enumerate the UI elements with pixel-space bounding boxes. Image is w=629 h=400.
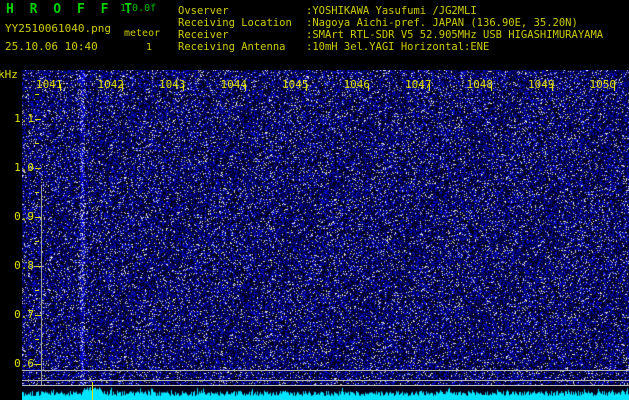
x-tick-label: 1045 — [282, 78, 309, 91]
x-tick — [552, 84, 553, 91]
y-tick-label: 0.7 — [14, 307, 34, 321]
x-tick — [121, 84, 123, 91]
y-tick-label: 0.6 — [14, 356, 34, 370]
x-tick — [613, 84, 615, 91]
x-tick-label: 1042 — [97, 78, 125, 91]
spectrogram-image — [22, 70, 629, 388]
y-tick-minor — [35, 192, 39, 194]
y-tick-major — [35, 167, 41, 169]
info-key: Receiving Antenna — [178, 41, 286, 53]
info-key: Receiving Location — [178, 17, 292, 29]
info-key: Receiver — [178, 29, 229, 41]
info-value: :YOSHIKAWA Yasufumi /JG2MLI — [306, 5, 477, 17]
filename-label: YY2510061040.png — [5, 22, 111, 35]
app-title: H R O F F T — [6, 2, 137, 17]
y-tick-minor — [35, 143, 39, 145]
y-tick-minor — [35, 241, 39, 243]
reference-line-lower — [22, 380, 629, 381]
info-row-observer: Ovserver :YOSHIKAWA Yasufumi /JG2MLI — [178, 5, 603, 17]
x-tick — [244, 84, 246, 91]
x-tick-label: 1048 — [466, 78, 494, 91]
x-tick-label: 1041 — [36, 78, 63, 91]
y-tick-major — [35, 118, 41, 120]
y-tick-label: 0.9 — [14, 209, 34, 223]
amplitude-baseline — [22, 385, 629, 386]
spectrogram-plot: kHz 1.1 1.0 0.9 0.8 0.7 0.6 1041 1042 1043 1044 1… — [0, 64, 629, 400]
info-key: Ovserver — [178, 5, 229, 17]
y-tick-major — [35, 363, 41, 365]
y-tick-label: 0.8 — [14, 258, 34, 272]
y-tick-minor — [35, 290, 39, 292]
y-tick-label: 1.1 — [14, 111, 34, 125]
x-tick — [183, 84, 184, 91]
info-value: :Nagoya Aichi-pref. JAPAN (136.90E, 35.2… — [306, 17, 578, 29]
reference-line-upper — [22, 370, 629, 371]
info-row-antenna: Receiving Antenna :10mH 3el.YAGI Horizon… — [178, 41, 603, 53]
x-tick — [306, 84, 307, 91]
app-version: 1.0.0f — [120, 3, 157, 14]
amplitude-strip — [22, 386, 629, 400]
info-value: :10mH 3el.YAGI Horizontal:ENE — [306, 41, 490, 53]
y-tick-major — [35, 216, 41, 218]
y-axis-unit: kHz — [0, 68, 18, 81]
x-tick-label: 1046 — [343, 78, 371, 91]
x-tick-label: 1044 — [220, 78, 248, 91]
amplitude-event-marker — [92, 382, 93, 400]
y-tick-major — [35, 314, 41, 316]
y-tick-minor — [35, 94, 39, 96]
x-tick — [367, 84, 369, 91]
x-tick — [490, 84, 492, 91]
y-tick-major — [35, 265, 41, 267]
category-count: 1 — [146, 42, 153, 53]
y-tick-label: 1.0 — [14, 160, 34, 174]
category-label: meteor — [124, 28, 161, 39]
datetime-label: 25.10.06 10:40 — [5, 40, 98, 53]
x-tick-label: 1049 — [528, 78, 555, 91]
x-tick-label: 1050 — [589, 78, 617, 91]
x-tick — [429, 84, 430, 91]
x-tick-label: 1047 — [405, 78, 432, 91]
y-axis-line — [41, 185, 42, 388]
info-row-receiver: Receiver :SMArt RTL-SDR V5 52.905MHz USB… — [178, 29, 603, 41]
x-tick — [60, 84, 61, 91]
y-tick-minor — [35, 339, 39, 341]
station-info-block: Ovserver :YOSHIKAWA Yasufumi /JG2MLI Rec… — [178, 5, 603, 53]
x-tick-label: 1043 — [159, 78, 186, 91]
info-value: :SMArt RTL-SDR V5 52.905MHz USB HIGASHIM… — [306, 29, 604, 41]
info-row-location: Receiving Location :Nagoya Aichi-pref. J… — [178, 17, 603, 29]
